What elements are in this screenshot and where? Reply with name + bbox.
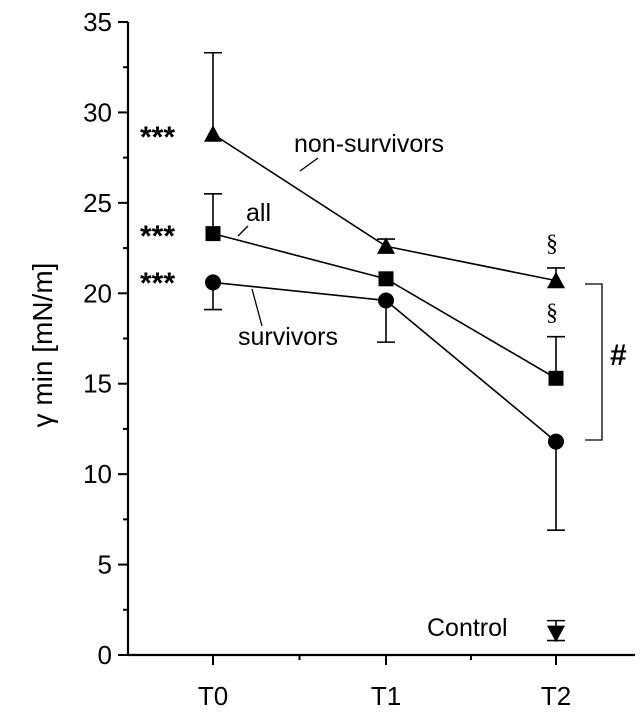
y-tick-label: 0 bbox=[98, 640, 112, 670]
y-ticks: 0 5 10 15 20 25 30 35 bbox=[83, 7, 128, 670]
section-mark-non-survivors: § bbox=[546, 231, 558, 257]
control-label: Control bbox=[427, 614, 508, 642]
t0-stars-all: *** bbox=[140, 220, 175, 253]
y-tick-label: 25 bbox=[83, 188, 112, 218]
survivors-leader bbox=[251, 288, 263, 327]
data-point-survivors bbox=[378, 292, 394, 309]
t0-stars-survivors: *** bbox=[140, 267, 175, 300]
t0-stars-non-survivors: *** bbox=[140, 121, 175, 154]
y-tick-label: 15 bbox=[83, 369, 112, 399]
x-tick-label: T2 bbox=[541, 681, 571, 711]
control-marker bbox=[547, 625, 565, 643]
section-mark-all: § bbox=[546, 300, 558, 326]
hash-mark: # bbox=[610, 339, 627, 372]
series-all bbox=[204, 193, 565, 386]
y-tick-label: 5 bbox=[98, 550, 112, 580]
series-layer bbox=[204, 51, 565, 532]
y-axis-title: γ min [mN/m] bbox=[27, 263, 58, 428]
non-survivors-leader bbox=[299, 157, 319, 172]
y-tick-label: 20 bbox=[83, 278, 112, 308]
x-ticks: T0 T1 T2 bbox=[198, 655, 571, 711]
data-point-survivors bbox=[548, 433, 564, 450]
control-point bbox=[547, 619, 565, 643]
all-label: all bbox=[246, 199, 271, 227]
data-point-non-survivors bbox=[377, 237, 395, 254]
y-tick-label: 10 bbox=[83, 459, 112, 489]
data-point-all bbox=[548, 370, 564, 386]
data-point-all bbox=[378, 271, 394, 287]
y-tick-label: 30 bbox=[83, 97, 112, 127]
series-non-survivors bbox=[204, 51, 565, 289]
data-point-non-survivors bbox=[547, 271, 565, 289]
data-point-survivors bbox=[205, 274, 221, 291]
data-point-non-survivors bbox=[204, 125, 222, 142]
all-leader bbox=[237, 225, 249, 237]
series-survivors bbox=[204, 274, 565, 532]
y-tick-label: 35 bbox=[83, 7, 112, 37]
non-survivors-label: non-survivors bbox=[294, 130, 444, 158]
x-tick-label: T0 bbox=[198, 681, 228, 711]
comparison-bracket bbox=[585, 283, 603, 441]
data-point-all bbox=[205, 226, 221, 242]
x-tick-label: T1 bbox=[371, 681, 401, 711]
survivors-label: survivors bbox=[238, 323, 338, 351]
